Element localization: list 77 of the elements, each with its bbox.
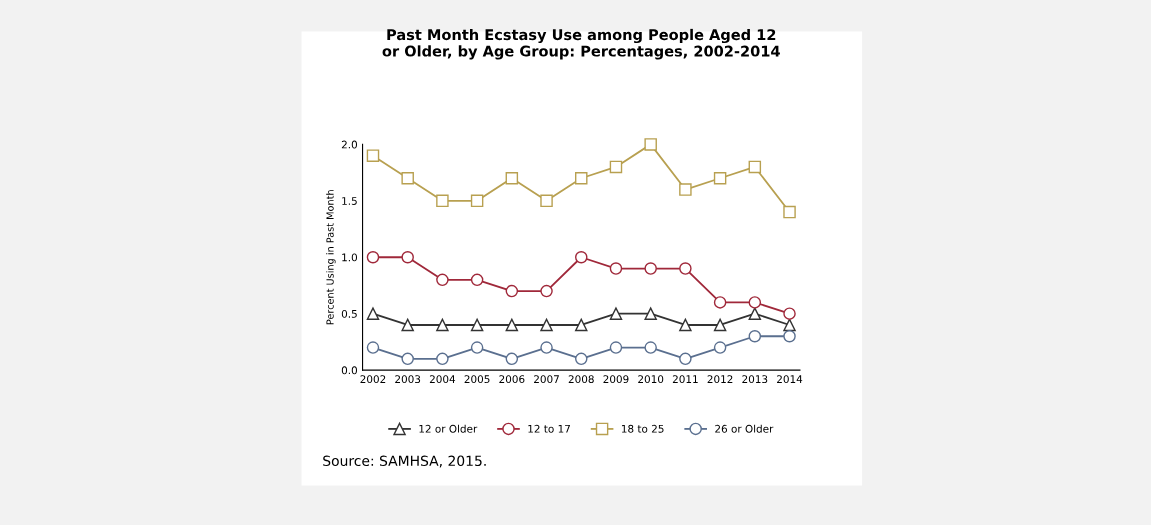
y-tick-label: 0.5: [341, 309, 357, 318]
point: [436, 194, 449, 208]
point: [540, 318, 553, 332]
point: [679, 183, 692, 196]
point: [540, 284, 553, 298]
y-tick-label: 2.0: [341, 140, 358, 149]
point: [679, 262, 692, 275]
point: [470, 273, 484, 287]
x-tick-label: 2002: [360, 375, 386, 384]
point: [401, 171, 414, 185]
point: [748, 307, 762, 320]
point: [436, 352, 449, 366]
legend-label: 26 or Older: [715, 424, 774, 433]
point: [401, 352, 414, 366]
point: [505, 171, 519, 185]
point: [609, 262, 623, 275]
point: [575, 318, 588, 332]
point: [783, 205, 796, 219]
x-tick-label: 2014: [777, 375, 803, 384]
y-tick-label: 1.0: [342, 253, 358, 262]
point: [748, 296, 762, 309]
y-tick-label: 1.5: [342, 197, 357, 205]
point: [783, 318, 796, 332]
point: [470, 194, 484, 208]
point: [505, 318, 519, 332]
point: [644, 307, 657, 320]
point: [575, 250, 588, 264]
x-tick-label: 2008: [568, 375, 594, 384]
point: [713, 296, 727, 309]
legend-label: 12 or Older: [419, 424, 478, 433]
x-tick-label: 2011: [672, 375, 698, 384]
point: [713, 318, 727, 332]
point: [783, 307, 796, 320]
x-tick-label: 2009: [603, 375, 629, 384]
point: [713, 341, 727, 354]
x-tick-label: 2005: [464, 375, 490, 384]
x-tick-label: 2003: [395, 375, 421, 384]
point: [470, 341, 484, 354]
point: [609, 341, 623, 354]
point: [436, 273, 449, 287]
point: [609, 307, 623, 320]
point: [366, 250, 380, 264]
y-axis-title: Percent Using in Past Month: [326, 190, 336, 325]
point: [644, 341, 657, 354]
point: [609, 160, 623, 174]
x-tick-label: 2007: [534, 375, 559, 384]
legend-label: 18 to 25: [621, 424, 664, 433]
point: [575, 352, 588, 366]
point: [401, 250, 414, 264]
x-tick-label: 2004: [429, 375, 456, 384]
point: [366, 149, 380, 162]
x-tick-label: 2010: [638, 375, 664, 384]
x-tick-label: 2013: [742, 375, 768, 384]
y-tick-label: 0.0: [341, 366, 358, 375]
point: [505, 284, 519, 298]
point: [436, 318, 449, 332]
point: [679, 352, 692, 366]
point: [713, 171, 727, 185]
x-tick-label: 2012: [707, 375, 733, 384]
point: [575, 171, 588, 185]
point: [540, 194, 553, 208]
point: [540, 341, 553, 354]
point: [644, 262, 657, 275]
x-tick-label: 2006: [499, 375, 525, 384]
point: [748, 160, 762, 174]
point: [366, 341, 380, 354]
point: [783, 330, 796, 343]
point: [470, 318, 484, 332]
point: [748, 330, 762, 343]
point: [505, 352, 519, 366]
chart-title: Past Month Ecstasy Use among People Aged 12 or Older, by Age Group: Percentages, 2002-2014: [382, 28, 780, 60]
point: [401, 318, 414, 332]
legend-label: 12 to 17: [528, 424, 570, 433]
point: [366, 307, 380, 320]
source-note: Source: SAMHSA, 2015.: [323, 455, 486, 468]
point: [679, 318, 692, 332]
point: [644, 138, 657, 151]
